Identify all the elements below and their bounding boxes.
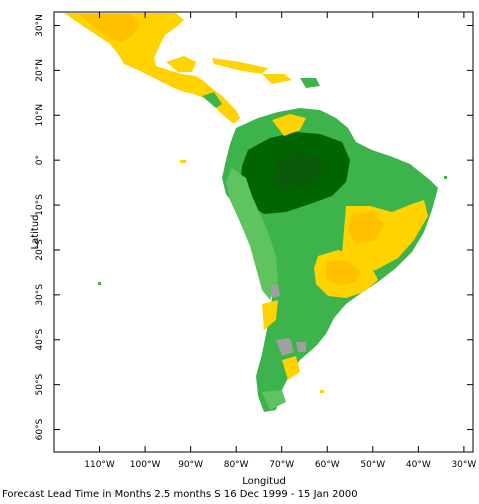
region-yucatan: [166, 56, 196, 72]
x-tick-label: 110°W: [84, 460, 115, 470]
x-tick-label: 100°W: [130, 460, 161, 470]
x-axis-title: Longitud: [242, 476, 286, 487]
region-gray-1: [270, 284, 280, 298]
y-tick-label: 10°N: [35, 104, 45, 127]
y-tick-label: 40°S: [35, 329, 45, 351]
region-dot-falklands: [320, 390, 324, 393]
map-caption: Forecast Lead Time in Months 2.5 months …: [2, 489, 358, 500]
x-tick-label: 30°W: [451, 460, 476, 470]
region-dot-atlantic: [444, 176, 447, 179]
region-hispaniola: [262, 74, 292, 84]
region-cuba: [212, 58, 268, 74]
y-tick-label: 60°S: [35, 418, 45, 440]
region-gray-2: [276, 338, 294, 356]
x-tick-label: 70°W: [269, 460, 294, 470]
y-tick-label: 0°: [35, 155, 45, 165]
region-central-america-green: [202, 92, 222, 108]
x-tick-label: 90°W: [178, 460, 203, 470]
region-andes: [226, 168, 278, 300]
region-dot-pacific: [98, 282, 101, 285]
y-axis-title: Latitud: [30, 214, 41, 249]
region-dot-galapagos: [180, 160, 186, 163]
x-tick-label: 40°W: [406, 460, 431, 470]
y-tick-label: 50°S: [35, 374, 45, 396]
y-tick-label: 20°N: [35, 59, 45, 82]
region-caribbean-green: [300, 78, 320, 88]
region-gray-3: [296, 342, 306, 352]
x-tick-label: 60°W: [315, 460, 340, 470]
region-tierra-del-fuego: [262, 390, 286, 410]
region-north-coast-yellow: [272, 114, 306, 136]
y-tick-label: 30°N: [35, 14, 45, 37]
y-tick-label: 20°S: [35, 239, 45, 261]
y-tick-label: 30°S: [35, 284, 45, 306]
x-tick-label: 50°W: [360, 460, 385, 470]
x-tick-label: 80°W: [224, 460, 249, 470]
region-patagonia-south-yellow: [282, 356, 300, 380]
x-axis: 110°W 100°W 90°W 80°W 70°W 60°W 50°W 40°W 30°W: [84, 12, 476, 470]
region-mexico: [64, 13, 240, 124]
y-axis: 30°N 20°N 10°N 0° 10°S 20°S 30°S 40°S 50°S 60°S: [35, 14, 473, 440]
region-mexico-core: [80, 14, 140, 42]
region-patagonia-yellow: [262, 300, 278, 330]
region-ne-brazil-orange: [348, 212, 384, 244]
map-layer: [64, 13, 447, 412]
region-amazon-inner: [272, 152, 322, 190]
region-south-brazil-orange: [326, 260, 360, 286]
y-tick-label: 10°S: [35, 194, 45, 216]
